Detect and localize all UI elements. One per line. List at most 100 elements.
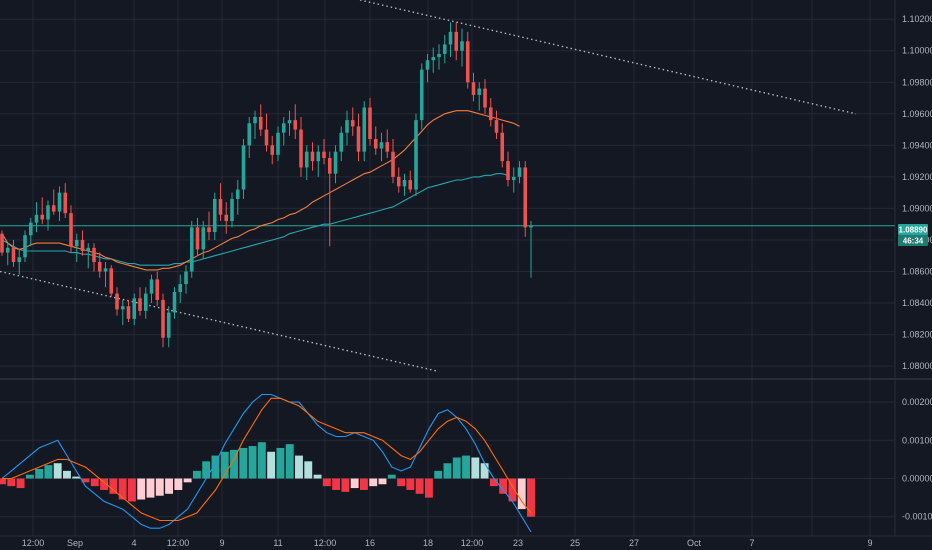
macd-histogram-bar: [7, 478, 16, 487]
time-tick-label: Sep: [67, 538, 83, 548]
candle-body: [310, 151, 315, 162]
candle-body: [529, 225, 533, 228]
candle-body: [40, 214, 45, 220]
candle-body: [184, 271, 188, 285]
countdown-badge-bg: [898, 235, 928, 246]
candle-body: [448, 31, 453, 45]
candle-body: [120, 306, 125, 310]
candle-body: [69, 213, 73, 247]
macd-histogram-bar: [397, 478, 406, 487]
candle-body: [356, 126, 361, 152]
candle-body: [414, 120, 418, 190]
macd-histogram-bar: [248, 446, 257, 479]
candle-body: [264, 129, 269, 146]
candle-body: [299, 129, 303, 168]
price-tick-label: 1.10200: [902, 14, 932, 24]
candle-body: [149, 279, 154, 294]
candle-body: [195, 227, 200, 250]
candle-body: [46, 205, 50, 220]
candle-body: [517, 167, 522, 177]
macd-histogram-bar: [415, 478, 424, 494]
candle-body: [483, 88, 487, 108]
macd-histogram-bar: [360, 478, 368, 490]
price-tick-label: 1.09000: [902, 203, 932, 213]
candle-body: [437, 53, 441, 58]
time-axis[interactable]: 12:00 Sep 4 12:00 9 11 12:00 16 18 12:00 23 25 27 Oct…: [0, 535, 932, 548]
macd-signal-line: [2, 397, 532, 522]
candle-body: [396, 176, 401, 187]
candle-body: [143, 293, 148, 311]
candle-body: [454, 31, 459, 51]
candle-body: [488, 107, 493, 121]
macd-line: [1, 393, 532, 533]
macd-histogram-bar: [452, 457, 461, 479]
macd-histogram-bar: [527, 478, 535, 517]
macd-histogram-bar: [471, 457, 480, 479]
candle-body: [333, 151, 338, 174]
price-tick-label: 1.08400: [902, 298, 932, 308]
time-tick-label: Oct: [687, 538, 702, 548]
candle-body: [230, 198, 234, 222]
time-tick-label: 25: [570, 538, 580, 548]
candle-body: [391, 151, 395, 177]
candle-body: [86, 247, 91, 251]
candle-body: [316, 151, 321, 162]
price-tick-label: 1.08600: [902, 267, 932, 277]
upper-trendline: [359, 0, 857, 115]
candle-body: [172, 292, 177, 313]
candle-body: [477, 88, 482, 95]
macd-tick-label: -0.00100: [902, 512, 932, 522]
macd-tick-label: 0.00100: [902, 435, 932, 445]
macd-histogram-bar: [44, 465, 53, 479]
macd-histogram-bar: [174, 478, 183, 490]
candle-body: [235, 189, 240, 199]
macd-axis[interactable]: 0.00200 0.00100 0.00000 -0.00100: [902, 397, 932, 522]
macd-histogram-bar: [220, 451, 229, 479]
candle-body: [373, 139, 378, 149]
macd-histogram-bar: [183, 478, 192, 483]
candle-body: [57, 192, 62, 212]
time-tick-label: 11: [273, 538, 282, 548]
macd-histogram-bar: [211, 455, 220, 479]
candle-body: [218, 198, 223, 215]
price-tick-label: 1.09400: [902, 140, 932, 150]
time-tick-label: 16: [365, 538, 375, 548]
candle-body: [339, 132, 344, 152]
macd-histogram-bar: [155, 478, 164, 496]
macd-histogram-bar: [341, 478, 350, 492]
macd-histogram-bar: [0, 478, 6, 485]
macd-histogram-bar: [508, 478, 517, 502]
candle-body: [201, 227, 206, 250]
candle-body: [161, 299, 165, 338]
price-tick-label: 1.09600: [902, 109, 932, 119]
candle-body: [408, 180, 413, 190]
price-tick-label: 1.09800: [902, 77, 932, 87]
candle-body: [431, 57, 436, 61]
macd-histogram-bar: [202, 461, 211, 479]
time-tick-label: 18: [423, 538, 433, 548]
candle-body: [511, 176, 516, 181]
macd-histogram-bar: [146, 478, 155, 498]
time-tick-label: 12:00: [22, 538, 45, 548]
time-tick-label: 9: [219, 538, 224, 548]
price-tick-label: 1.10000: [902, 46, 932, 56]
candle-body: [11, 247, 16, 263]
candle-body: [126, 306, 131, 319]
candle-body: [287, 120, 292, 124]
trendlines[interactable]: [0, 0, 895, 372]
candle-body: [224, 214, 229, 222]
macd-histogram-bar: [192, 470, 201, 479]
candle-body: [304, 151, 309, 168]
macd-histogram-bar: [25, 474, 34, 479]
macd-histogram-bar: [350, 478, 359, 489]
candle-body: [115, 293, 119, 310]
macd-histogram-bar: [313, 474, 322, 479]
candle-body: [51, 205, 56, 212]
candle-body: [465, 41, 470, 83]
candle-body: [270, 145, 275, 155]
candle-body: [442, 44, 447, 54]
candle-body: [350, 120, 355, 127]
candle-body: [281, 123, 286, 133]
